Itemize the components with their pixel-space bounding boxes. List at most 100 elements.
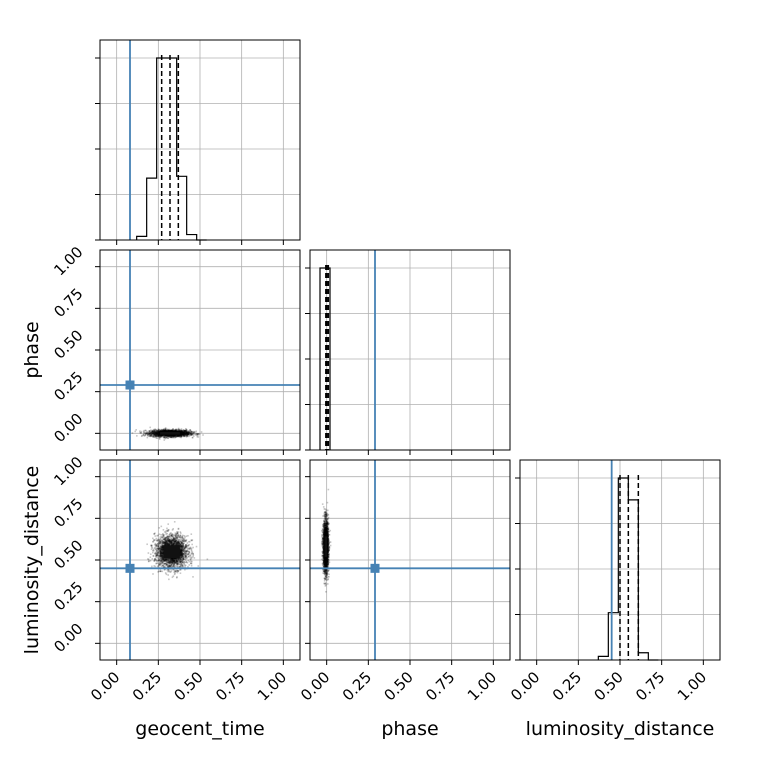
sample-point xyxy=(184,554,186,557)
sample-point xyxy=(180,563,183,566)
sample-point xyxy=(156,554,159,557)
sample-point xyxy=(175,533,177,535)
sample-point xyxy=(158,430,161,433)
sample-point xyxy=(168,434,170,437)
sample-point xyxy=(182,548,185,551)
sample-point xyxy=(176,431,179,433)
sample-point xyxy=(184,431,186,433)
sample-point xyxy=(152,430,154,433)
sample-point xyxy=(322,548,325,551)
sample-point xyxy=(172,544,175,547)
sample-point xyxy=(161,551,164,553)
sample-point xyxy=(149,426,151,429)
sample-point xyxy=(177,558,180,560)
sample-point xyxy=(156,432,159,435)
sample-point xyxy=(164,430,166,433)
sample-point xyxy=(165,434,168,436)
sample-point xyxy=(170,429,172,432)
sample-point xyxy=(158,430,161,433)
sample-point xyxy=(169,434,172,436)
sample-point xyxy=(171,541,174,544)
sample-point xyxy=(183,550,185,552)
sample-point xyxy=(173,435,175,438)
sample-point xyxy=(323,520,326,523)
sample-point xyxy=(181,555,183,557)
sample-point xyxy=(159,434,162,437)
sample-point xyxy=(172,435,175,438)
sample-point xyxy=(182,434,185,436)
sample-point xyxy=(158,429,161,432)
sample-point xyxy=(167,564,170,566)
sample-point xyxy=(326,570,328,573)
sample-point xyxy=(181,549,183,552)
sample-point xyxy=(324,557,327,559)
sample-point xyxy=(322,523,324,526)
sample-point xyxy=(164,538,166,541)
panel-2-0 xyxy=(100,460,300,660)
sample-point xyxy=(186,431,189,433)
sample-point xyxy=(185,552,187,555)
sample-point xyxy=(184,552,187,555)
sample-point xyxy=(323,551,326,554)
sample-point xyxy=(155,430,157,433)
sample-point xyxy=(172,431,175,433)
sample-point xyxy=(163,431,166,433)
sample-point xyxy=(180,431,183,434)
sample-point xyxy=(180,431,182,434)
sample-point xyxy=(170,430,173,432)
sample-point xyxy=(152,436,155,438)
sample-point xyxy=(168,535,171,538)
sample-point xyxy=(153,431,156,434)
sample-point xyxy=(159,431,161,433)
sample-point xyxy=(159,432,161,435)
sample-point xyxy=(171,558,174,561)
sample-point xyxy=(176,433,179,436)
sample-point xyxy=(173,542,176,545)
sample-point xyxy=(179,549,182,552)
sample-point xyxy=(159,554,162,557)
sample-point xyxy=(164,540,167,543)
sample-point xyxy=(326,522,329,524)
sample-point xyxy=(183,547,186,550)
sample-point xyxy=(159,432,161,434)
sample-point xyxy=(187,430,190,433)
sample-point xyxy=(154,546,157,549)
panel-1-0 xyxy=(100,250,300,450)
sample-point xyxy=(164,437,167,440)
sample-point xyxy=(171,562,174,564)
sample-point xyxy=(179,565,181,568)
sample-point xyxy=(177,428,180,431)
sample-point xyxy=(180,545,182,547)
sample-point xyxy=(185,430,188,432)
sample-point xyxy=(175,558,178,560)
sample-point xyxy=(324,559,326,561)
sample-point xyxy=(159,552,162,554)
sample-point xyxy=(177,427,180,430)
sample-point xyxy=(166,430,169,433)
sample-point xyxy=(162,558,165,561)
sample-point xyxy=(154,431,156,434)
sample-point xyxy=(165,430,168,433)
sample-point xyxy=(324,534,327,537)
sample-point xyxy=(323,556,325,559)
sample-point xyxy=(165,434,167,437)
sample-point xyxy=(177,435,180,438)
sample-point xyxy=(176,434,178,437)
sample-point xyxy=(159,429,162,432)
sample-point xyxy=(167,540,170,542)
sample-point xyxy=(159,560,162,562)
sample-point xyxy=(183,430,185,432)
sample-point xyxy=(151,431,153,434)
sample-point xyxy=(149,430,151,432)
sample-point xyxy=(172,543,175,546)
sample-point xyxy=(149,434,151,437)
sample-point xyxy=(188,551,190,553)
sample-point xyxy=(180,565,183,568)
sample-point xyxy=(157,432,160,435)
sample-point xyxy=(172,433,175,436)
sample-point xyxy=(161,434,164,436)
sample-point xyxy=(171,434,173,436)
sample-point xyxy=(166,435,169,437)
sample-point xyxy=(324,559,327,562)
sample-point xyxy=(164,430,166,432)
